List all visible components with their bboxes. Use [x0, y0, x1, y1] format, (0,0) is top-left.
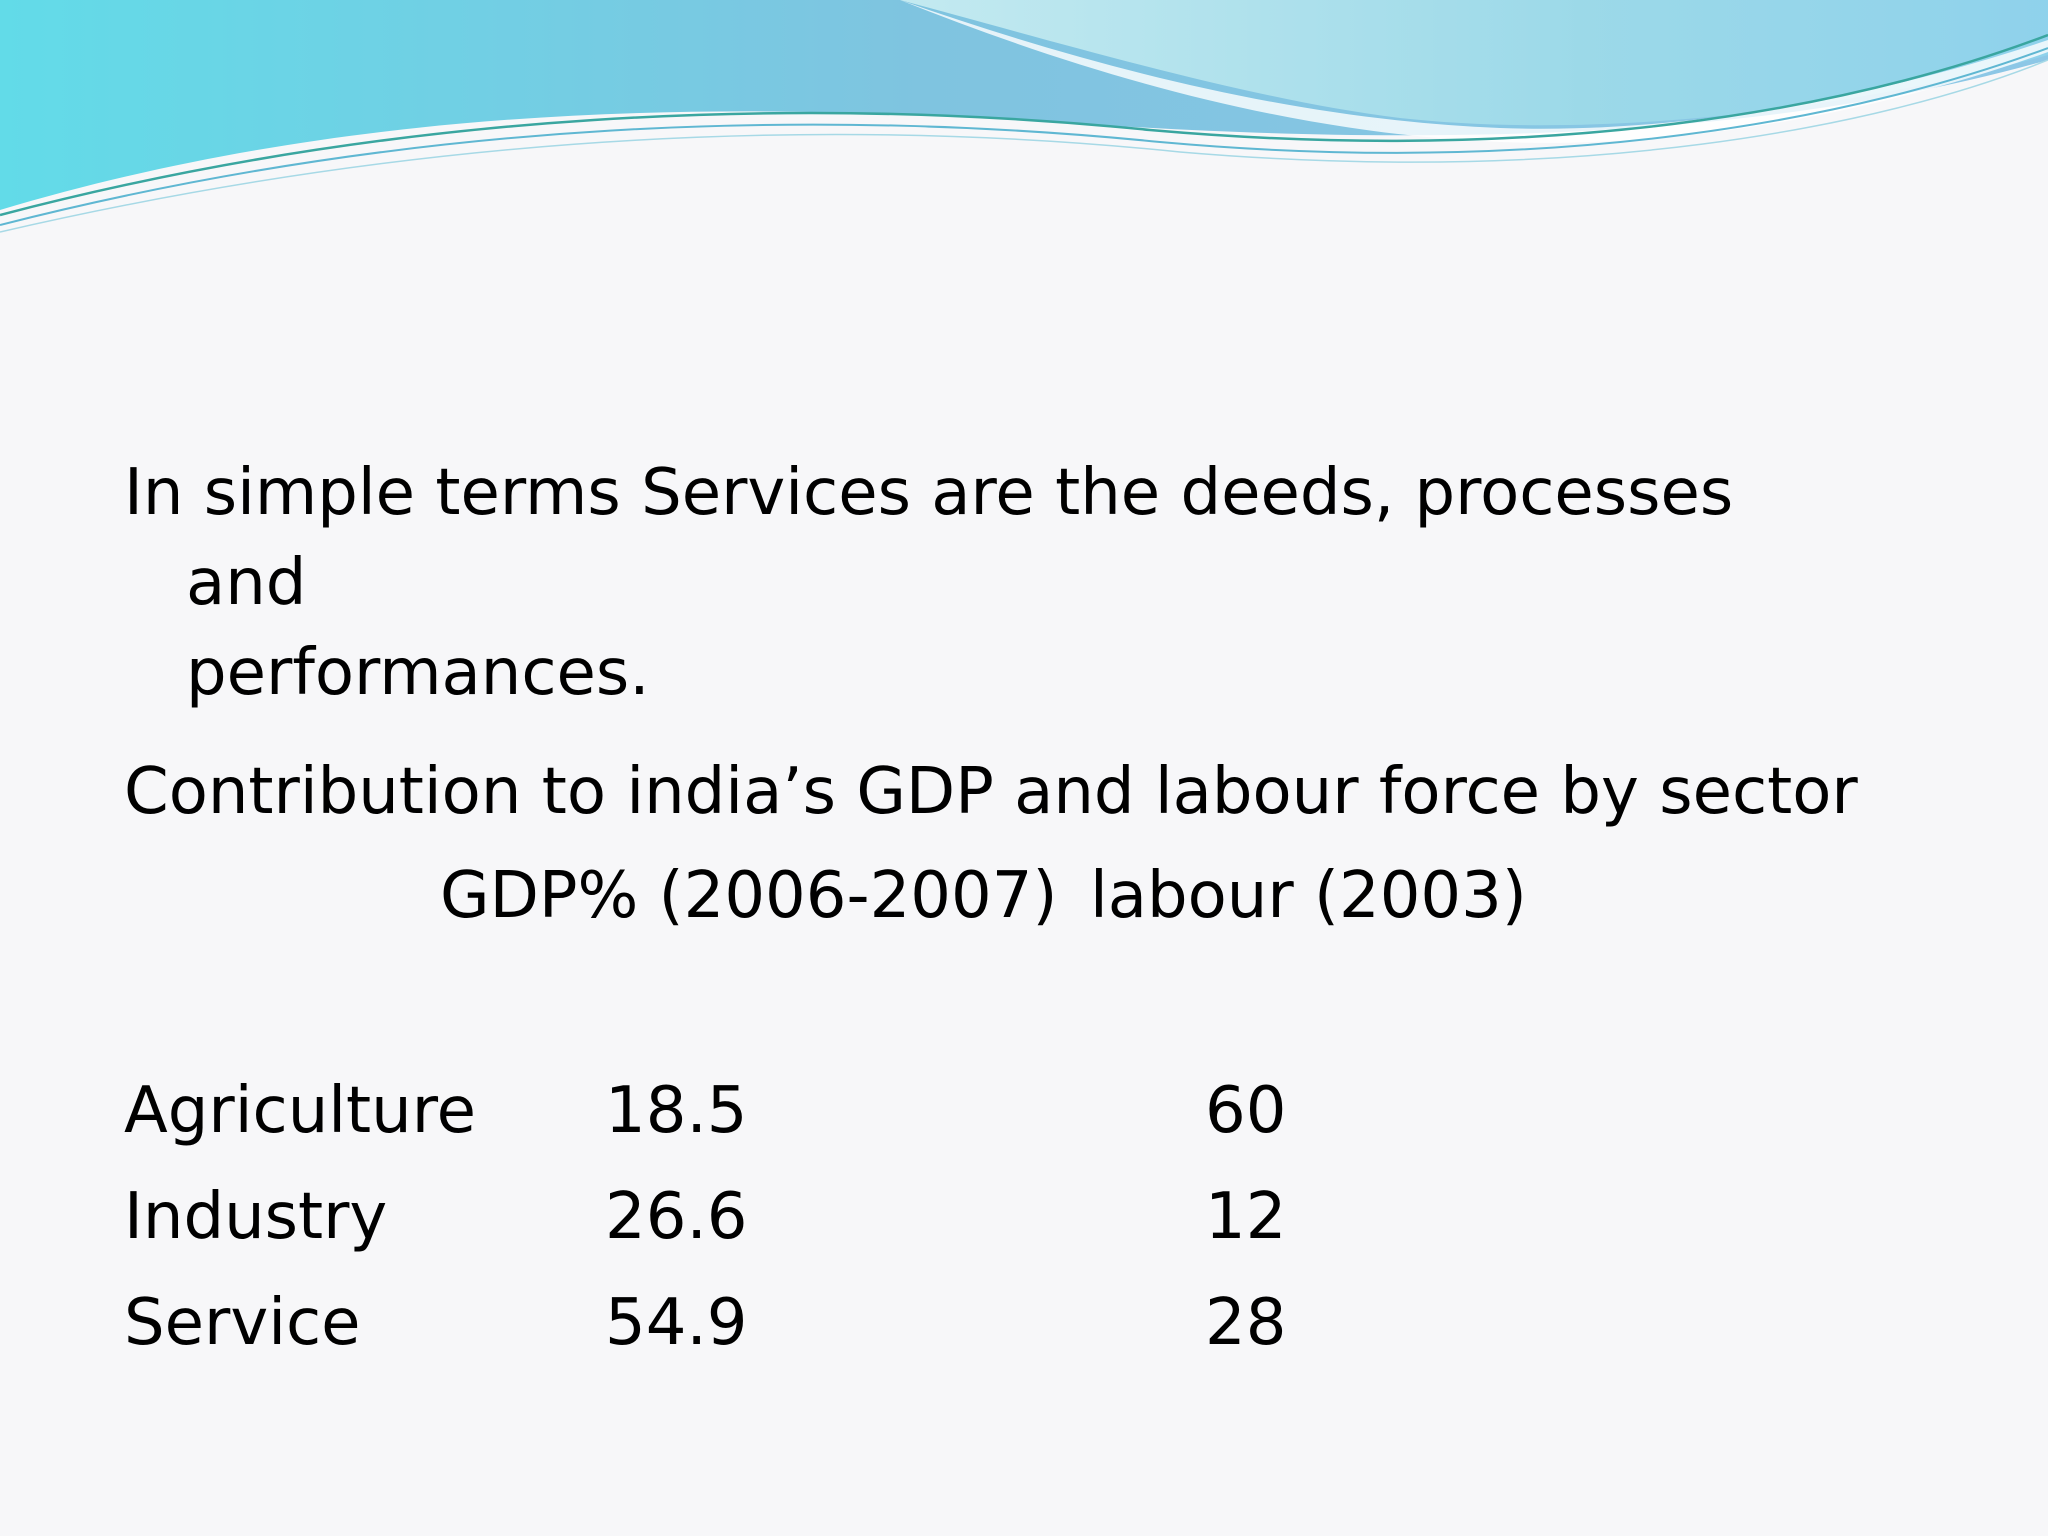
wave-line-1 — [0, 33, 2048, 217]
wave-line-2 — [0, 47, 2048, 226]
decorative-wave-header — [0, 0, 2048, 233]
gdp-value: 26.6 — [605, 1180, 748, 1254]
column-header-gdp: GDP% (2006-2007) — [440, 859, 1058, 933]
wave-band-light — [900, 0, 2048, 126]
intro-line-1: In simple terms Services are the deeds, … — [124, 456, 1734, 620]
sector-name: Agriculture — [124, 1074, 476, 1148]
table-row: Agriculture 18.5 60 — [0, 1066, 2048, 1156]
table-row: Service 54.9 28 — [0, 1278, 2048, 1368]
wave-swoosh-white — [900, 0, 2048, 143]
gdp-value: 18.5 — [605, 1074, 748, 1148]
sector-name: Service — [124, 1286, 361, 1360]
intro-line-2: performances. — [186, 636, 650, 710]
intro-paragraph: In simple terms Services are the deeds, … — [124, 448, 1866, 718]
sector-name: Industry — [124, 1180, 388, 1254]
column-header-labour: labour (2003) — [1090, 859, 1527, 933]
labour-value: 12 — [1205, 1180, 1287, 1254]
table-row: Industry 26.6 12 — [0, 1172, 2048, 1262]
gdp-value: 54.9 — [605, 1286, 748, 1360]
labour-value: 28 — [1205, 1286, 1287, 1360]
table-heading: Contribution to india’s GDP and labour f… — [124, 755, 1858, 829]
labour-value: 60 — [1205, 1074, 1287, 1148]
wave-line-3 — [0, 59, 2048, 233]
